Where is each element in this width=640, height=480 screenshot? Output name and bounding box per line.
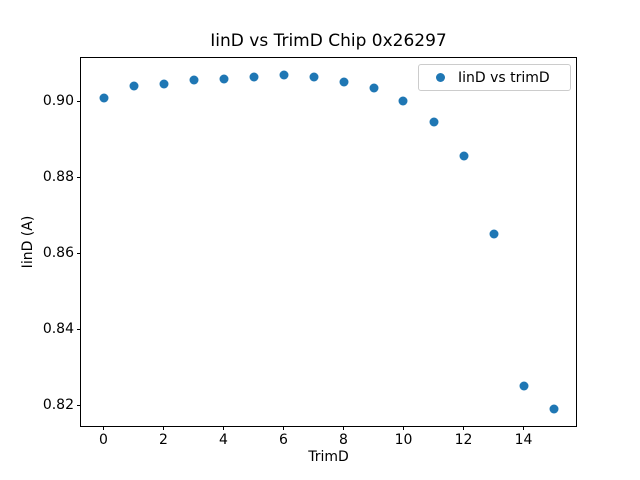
- legend: IinD vs trimD: [418, 64, 571, 91]
- scatter-point: [309, 72, 318, 82]
- plot-area: 0 2 4 6 8 10 12 14 0.82 0.84 0.86 0.88 0.90: [43, 57, 577, 448]
- scatter-point: [99, 93, 108, 103]
- scatter-point: [398, 96, 408, 106]
- x-tick-mark: [343, 426, 344, 430]
- x-tick-label: 10: [394, 432, 413, 448]
- y-tick-mark: [77, 252, 81, 254]
- chart-title: IinD vs TrimD Chip 0x26297: [210, 31, 447, 51]
- x-tick-mark: [223, 426, 224, 430]
- scatter-point: [279, 70, 288, 80]
- y-tick-mark: [77, 176, 81, 178]
- x-tick-mark: [402, 426, 404, 430]
- y-tick-label: 0.90: [42, 93, 74, 110]
- y-tick-mark: [77, 404, 81, 406]
- legend-marker-icon: [436, 73, 445, 82]
- scatter-point: [249, 72, 258, 82]
- y-tick-label: 0.84: [42, 321, 74, 338]
- scatter-point: [159, 79, 168, 89]
- scatter-point: [519, 381, 528, 391]
- x-tick-label: 0: [99, 432, 108, 448]
- scatter-point: [339, 77, 348, 87]
- legend-label: IinD vs trimD: [458, 69, 550, 86]
- scatter-point: [489, 229, 498, 239]
- x-axis-label: TrimD: [308, 449, 349, 465]
- y-tick-mark: [77, 328, 81, 330]
- scatter-point: [369, 83, 378, 93]
- x-tick-mark: [523, 426, 524, 430]
- y-tick-label: 0.86: [42, 245, 74, 262]
- x-tick-mark: [103, 426, 104, 430]
- scatter-point: [429, 117, 438, 127]
- y-axis-label: IinD (A): [20, 215, 36, 269]
- y-tick-mark: [77, 100, 81, 102]
- x-tick-mark: [163, 426, 164, 430]
- x-tick-label: 4: [219, 432, 228, 448]
- scatter-point: [129, 81, 138, 91]
- scatter-point: [459, 151, 468, 161]
- scatter-point: [189, 75, 198, 85]
- y-tick-label: 0.88: [42, 169, 74, 186]
- x-tick-label: 12: [454, 432, 473, 448]
- x-tick-mark: [283, 426, 284, 430]
- scatter-point: [549, 404, 558, 414]
- x-tick-label: 8: [339, 432, 348, 448]
- x-tick-mark: [463, 426, 464, 430]
- x-tick-label: 6: [279, 432, 288, 448]
- x-tick-label: 14: [514, 432, 533, 448]
- y-tick-label: 0.82: [42, 397, 74, 414]
- scatter-point: [219, 74, 228, 84]
- x-tick-label: 2: [159, 432, 168, 448]
